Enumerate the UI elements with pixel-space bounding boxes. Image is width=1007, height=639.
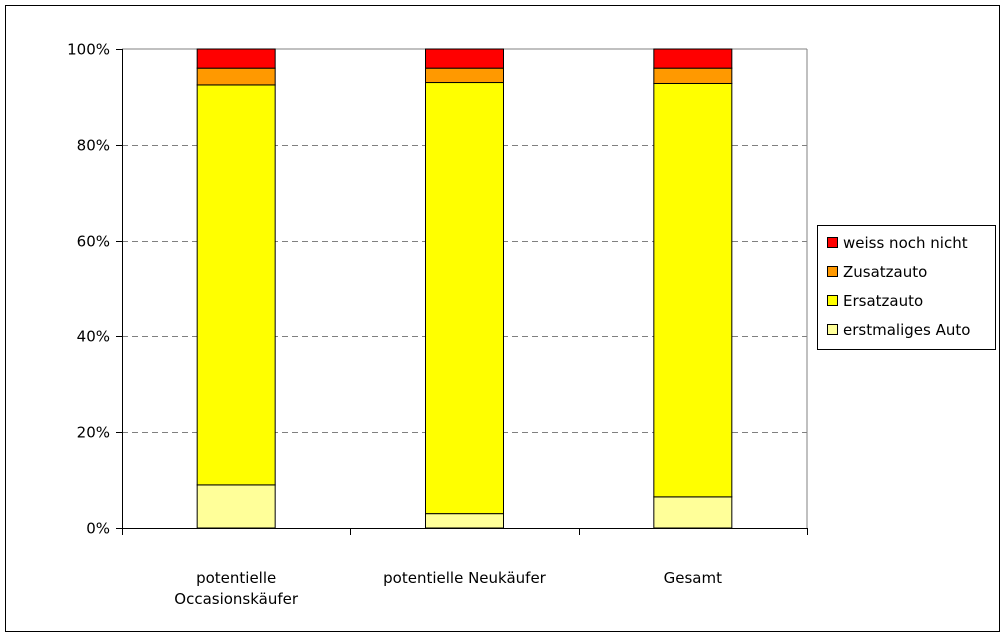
bar-segment-1-Zusatzauto <box>196 67 276 86</box>
x-category-label: Gesamt <box>664 569 722 587</box>
x-category-label: potentielle Neukäufer <box>383 569 547 587</box>
axis-layer: 0% 20% 40% 60% 80% 100% potentielle Occasionskä… <box>67 41 808 608</box>
bars-layer <box>196 48 733 529</box>
x-category-label: potentielle <box>196 569 276 587</box>
y-tick-label: 100% <box>67 41 110 59</box>
legend-label: Ersatzauto <box>843 292 923 310</box>
y-tick-label: 80% <box>77 137 110 155</box>
x-category-label: Occasionskäufer <box>174 590 299 608</box>
legend: weiss noch nicht Zusatzauto Ersatzauto erst… <box>817 225 996 350</box>
bar-segment-3-erstmaliges-Auto <box>653 496 733 529</box>
legend-label: weiss noch nicht <box>843 234 968 252</box>
bar-segment-3-weiss-noch-nicht <box>653 48 733 69</box>
y-tick-label: 40% <box>77 328 110 346</box>
y-tick-label: 60% <box>77 233 110 251</box>
legend-swatch <box>827 324 838 335</box>
bar-segment-1-Ersatzauto <box>196 84 276 486</box>
bar-segment-2-weiss-noch-nicht <box>425 48 504 69</box>
bar-segment-1-erstmaliges-Auto <box>196 484 276 529</box>
bar-segment-2-Ersatzauto <box>425 82 504 515</box>
bar-segment-2-Zusatzauto <box>425 67 504 84</box>
legend-label: Zusatzauto <box>843 263 927 281</box>
bar-segment-3-Ersatzauto <box>653 82 733 498</box>
y-tick-label: 20% <box>77 424 110 442</box>
bar-segment-2-erstmaliges-Auto <box>425 513 504 529</box>
legend-swatch <box>827 295 838 306</box>
legend-box <box>817 225 996 350</box>
y-tick-label: 0% <box>86 520 110 538</box>
legend-label: erstmaliges Auto <box>843 321 970 339</box>
legend-swatch <box>827 237 838 248</box>
bar-segment-3-Zusatzauto <box>653 67 733 84</box>
bar-segment-1-weiss-noch-nicht <box>196 48 276 69</box>
legend-swatch <box>827 266 838 277</box>
